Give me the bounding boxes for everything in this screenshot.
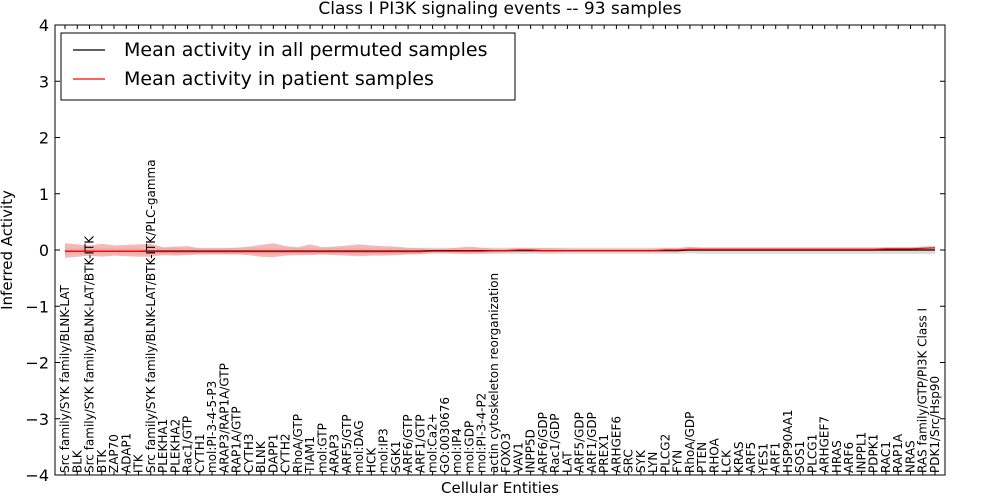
x-tick-label: Rac1/GDP	[548, 414, 562, 473]
x-tick-label: Rac1/GTP	[181, 416, 195, 473]
x-tick-label: DAPP1	[266, 434, 280, 473]
x-tick-label: SYK	[634, 449, 648, 473]
x-tick-label: SRC	[622, 449, 636, 473]
x-tick-label: PTEN	[695, 442, 709, 473]
legend-label-permuted: Mean activity in all permuted samples	[124, 39, 487, 61]
x-tick-label: PLCG1	[806, 434, 820, 473]
x-tick-label: RAC1	[879, 441, 893, 473]
legend-label-patient: Mean activity in patient samples	[124, 68, 434, 90]
x-tick-label: PDK1/Src/Hsp90	[928, 376, 942, 473]
x-tick-label: ARAP3/RAP1A/GTP	[217, 363, 231, 473]
x-tick-label: RAS family/GTP/PI3K Class I	[916, 308, 930, 473]
x-tick-label: BLK	[70, 449, 84, 473]
x-tick-label: LYN	[646, 452, 660, 473]
x-tick-label: actin cytoskeleton reorganization	[487, 273, 501, 473]
x-tick-label: SOS1	[793, 441, 807, 473]
x-tick-label: ADAP1	[119, 433, 133, 473]
x-tick-label: Src family/SYK family/BLNK-LAT/BTK-ITK/P…	[144, 159, 158, 473]
x-tick-label: mol:PI-3-4-P2	[475, 393, 489, 473]
x-tick-label: RAP1A/GTP	[230, 406, 244, 473]
x-tick-label: ITK	[132, 453, 146, 473]
x-tick-label: HRAS	[830, 440, 844, 473]
x-tick-label: ARF1/GDP	[585, 412, 599, 473]
x-tick-label: ARF6/GTP	[401, 414, 415, 473]
x-tick-label: PDPK1	[867, 434, 881, 473]
x-tick-label: FOXO3	[499, 433, 513, 473]
y-tick-label: 4	[39, 16, 49, 35]
y-axis-label: Inferred Activity	[0, 190, 16, 310]
x-tick-label: ARAP3	[328, 434, 342, 473]
plot-area: −4 −3 −2 −1 0 1 2 3 4 Src family/SYK family/BLNK-…	[25, 16, 946, 485]
x-tick-label: Src family/SYK family/BLNK-LAT/BTK-ITK	[83, 235, 97, 473]
x-tick-label: SGK1	[389, 441, 403, 473]
x-tick-label: ARF6	[842, 442, 856, 473]
x-tick-label: ARF1/GTP	[413, 414, 427, 473]
chart-title: Class I PI3K signaling events -- 93 samp…	[318, 0, 681, 19]
x-tick-label: ZAP70	[107, 434, 121, 473]
y-tick-label: 1	[39, 185, 49, 204]
x-tick-label: ARHGEF6	[609, 416, 623, 473]
x-tick-label: NRAS	[904, 440, 918, 473]
x-tick-label: mol:Ca2+	[426, 413, 440, 473]
x-tick-label: mol:IP3	[377, 428, 391, 473]
x-tick-label: RhoA/GDP	[683, 412, 697, 473]
x-tick-label: BTK	[95, 448, 109, 473]
legend-box	[60, 32, 516, 101]
x-tick-label: BLNK	[254, 440, 268, 473]
x-tick-label: ARF6/GDP	[536, 412, 550, 473]
x-tick-label: FYN	[671, 450, 685, 473]
y-tick-label: 3	[39, 72, 49, 91]
x-tick-label: HCK	[364, 447, 378, 473]
x-tick-label: ARF5	[744, 442, 758, 473]
x-tick-label: CYTH3	[242, 434, 256, 474]
x-tick-label: PLEKHA2	[168, 419, 182, 473]
x-tick-label: Src family/SYK family/BLNK-LAT	[58, 284, 72, 473]
x-tick-label: ARF5/GDP	[573, 412, 587, 473]
x-tick-label: GO:0030676	[438, 397, 452, 473]
x-axis-label: Cellular Entities	[441, 479, 559, 497]
x-tick-label: mol:DAG	[352, 420, 366, 473]
x-tick-label: mol:GTP	[315, 423, 329, 473]
x-tick-label: LCK	[720, 449, 734, 473]
x-tick-label: TIAM1	[303, 436, 317, 474]
y-tick-label: −3	[25, 410, 49, 429]
x-tick-label: ARF5/GTP	[340, 414, 354, 473]
x-tick-label: ARF1	[769, 442, 783, 473]
x-tick-label: CYTH1	[193, 434, 207, 474]
x-tick-label: INPP5D	[524, 429, 538, 473]
x-tick-label: mol:GDP	[462, 421, 476, 473]
x-tick-label: PLEKHA1	[156, 419, 170, 473]
x-tick-label: RHOA	[707, 437, 721, 473]
y-tick-label: 0	[39, 241, 49, 260]
x-tick-label: mol:PI-3-4-5-P3	[205, 381, 219, 473]
y-tick-label: −1	[25, 297, 49, 316]
y-tick-label: −4	[25, 466, 49, 485]
legend: Mean activity in all permuted samples Me…	[60, 32, 516, 101]
x-tick-label: ARHGEF7	[818, 416, 832, 473]
x-tick-label: CYTH2	[279, 434, 293, 474]
x-tick-label: HSP90AA1	[781, 409, 795, 473]
x-tick-label: INPPL1	[855, 432, 869, 473]
x-tick-label: PLCG2	[658, 434, 672, 473]
series-line-patient	[65, 247, 936, 253]
x-tick-label: RAP1A	[891, 433, 905, 473]
y-tick-label: 2	[39, 129, 49, 148]
x-tick-label: PREX1	[597, 434, 611, 473]
x-tick-label: RhoA/GTP	[291, 414, 305, 473]
x-tick-label: YES1	[757, 443, 771, 474]
x-tick-label: KRAS	[732, 441, 746, 473]
x-tick-label: mol:IP4	[450, 428, 464, 473]
y-tick-label: −2	[25, 354, 49, 373]
x-tick-label: VAV1	[511, 442, 525, 473]
x-tick-label: LAT	[560, 451, 574, 473]
